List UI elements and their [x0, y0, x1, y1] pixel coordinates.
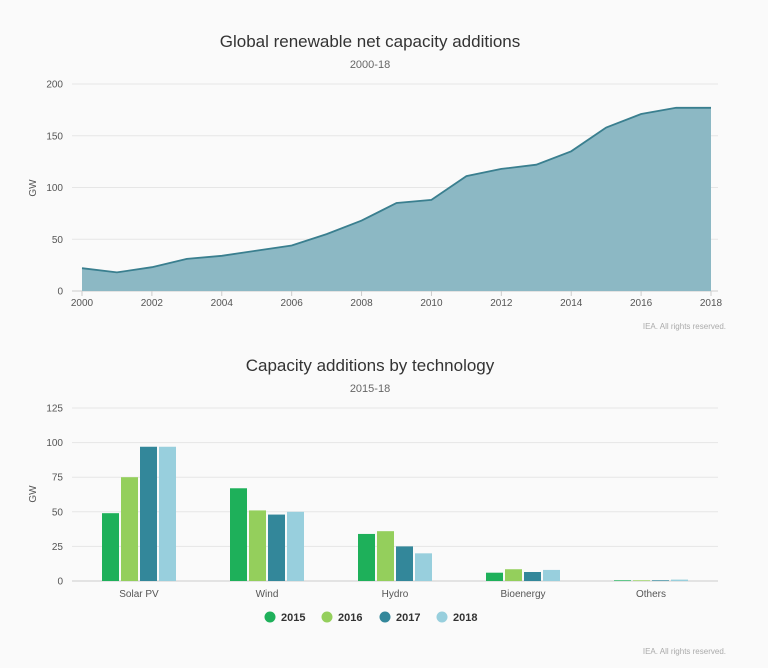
bar	[159, 446, 176, 581]
bar-chart-credit: IEA. All rights reserved.	[643, 647, 726, 656]
x-tick-label: 2008	[350, 298, 373, 309]
bar-chart-subtitle: 2015-18	[350, 383, 390, 395]
legend-marker	[436, 611, 448, 623]
y-tick-label: 50	[52, 235, 64, 246]
bar-chart: Capacity additions by technology 2015-18…	[28, 356, 726, 656]
x-tick-label: Wind	[256, 589, 279, 600]
y-tick-label: 150	[46, 131, 63, 142]
bar	[543, 569, 560, 581]
area-chart-title: Global renewable net capacity additions	[220, 32, 521, 51]
y-tick-label: 25	[52, 542, 64, 553]
y-tick-label: 50	[52, 507, 64, 518]
area-chart-subtitle: 2000-18	[350, 59, 390, 71]
area-chart-plot	[81, 106, 711, 291]
y-tick-label: 0	[57, 287, 63, 298]
series-line	[81, 106, 711, 274]
x-tick-label: Bioenergy	[500, 589, 545, 600]
y-tick-label: 100	[46, 183, 63, 194]
legend-marker	[264, 611, 276, 623]
x-tick-label: Hydro	[382, 589, 409, 600]
legend-marker	[321, 611, 333, 623]
bar	[121, 477, 138, 581]
y-tick-label: 75	[52, 473, 64, 484]
x-tick-label: 2006	[281, 298, 304, 309]
legend-label: 2018	[453, 612, 477, 624]
x-tick-label: 2016	[630, 298, 653, 309]
bar	[614, 580, 631, 581]
area-chart-credit: IEA. All rights reserved.	[643, 322, 726, 331]
bar	[287, 511, 304, 581]
bar	[524, 572, 541, 581]
bar-chart-legend: 2015 2016 2017 2018	[264, 611, 477, 624]
bar	[140, 446, 157, 581]
x-tick-label: Others	[636, 589, 666, 600]
legend-label: 2016	[338, 612, 362, 624]
bar	[268, 514, 285, 581]
bar	[230, 488, 247, 581]
bar	[415, 553, 432, 581]
bar-chart-y-ticks: 0 25 50 75 100 125	[46, 404, 63, 588]
x-tick-label: 2012	[490, 298, 513, 309]
area-chart: Global renewable net capacity additions …	[28, 32, 726, 331]
bar	[377, 531, 394, 581]
y-tick-label: 0	[57, 577, 63, 588]
area-fill	[82, 107, 711, 291]
bar	[102, 513, 119, 581]
area-chart-y-axis-label: GW	[28, 179, 39, 197]
area-chart-x-ticks: 2000 2002 2004 2006 2008 2010 2012 2014 2016 2018	[71, 291, 723, 309]
bar-chart-gridlines	[72, 407, 718, 582]
y-tick-label: 200	[46, 80, 63, 91]
x-tick-label: 2010	[420, 298, 443, 309]
x-tick-label: 2002	[141, 298, 164, 309]
bar-chart-bars	[102, 446, 688, 581]
bar-chart-y-axis-label: GW	[28, 485, 39, 503]
x-tick-label: Solar PV	[119, 589, 159, 600]
x-tick-label: 2004	[211, 298, 234, 309]
bar-chart-title: Capacity additions by technology	[246, 356, 495, 375]
legend-label: 2015	[281, 612, 305, 624]
x-tick-label: 2018	[700, 298, 723, 309]
bar	[505, 569, 522, 581]
legend-label: 2017	[396, 612, 420, 624]
bar	[486, 572, 503, 581]
bar	[671, 579, 688, 581]
x-tick-label: 2000	[71, 298, 94, 309]
bar	[358, 533, 375, 581]
area-chart-y-ticks: 0 50 100 150 200	[46, 80, 63, 298]
bar	[249, 510, 266, 581]
legend-marker	[379, 611, 391, 623]
bar	[652, 580, 669, 581]
y-tick-label: 100	[46, 438, 63, 449]
x-tick-label: 2014	[560, 298, 583, 309]
bar	[633, 580, 650, 581]
y-tick-label: 125	[46, 404, 63, 415]
bar-chart-x-ticks: Solar PV Wind Hydro Bioenergy Others	[119, 589, 666, 600]
bar	[396, 546, 413, 581]
